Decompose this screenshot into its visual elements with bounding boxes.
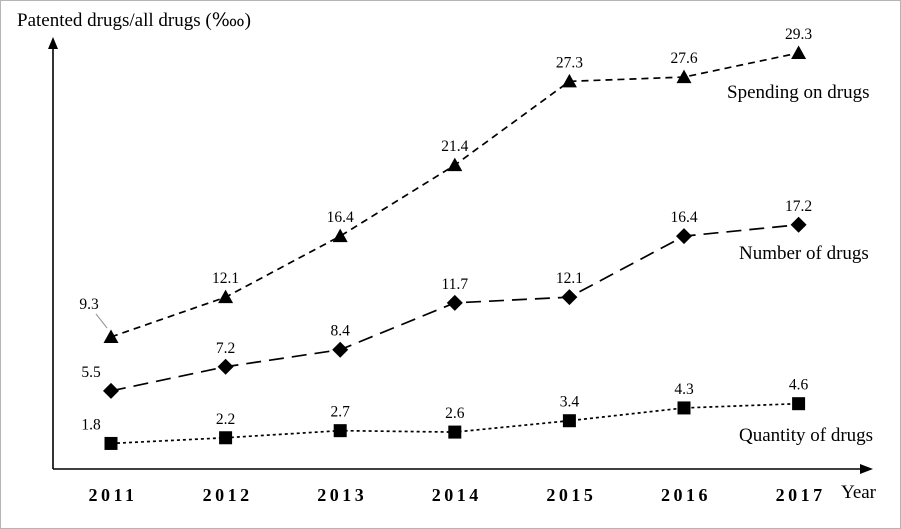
marker-square	[333, 424, 347, 438]
marker-triangle	[791, 45, 807, 59]
x-axis-title: Year	[841, 482, 877, 503]
x-tick-label: 2017	[776, 485, 826, 505]
x-tick-label: 2014	[432, 485, 482, 505]
marker-square	[792, 397, 806, 411]
marker-diamond	[103, 382, 119, 399]
marker-diamond	[332, 341, 349, 358]
series-label-number: Number of drugs	[739, 243, 869, 264]
value-label: 17.2	[785, 198, 812, 215]
marker-diamond	[561, 289, 578, 306]
value-label: 1.8	[81, 416, 101, 433]
marker-triangle	[103, 329, 119, 343]
value-label: 2.7	[331, 404, 351, 421]
value-label: 16.4	[327, 209, 354, 226]
value-label: 7.2	[216, 340, 235, 357]
value-label: 2.6	[445, 405, 465, 422]
series-label-quantity: Quantity of drugs	[739, 425, 874, 446]
marker-square	[677, 401, 691, 415]
series-label-spending: Spending on drugs	[727, 82, 870, 103]
value-label: 4.6	[789, 377, 809, 394]
value-label: 16.4	[670, 209, 697, 226]
marker-triangle	[676, 69, 692, 84]
marker-square	[104, 436, 118, 450]
value-label: 27.3	[556, 54, 583, 71]
x-tick-label: 2015	[546, 485, 596, 505]
series-line-0	[110, 52, 799, 338]
x-axis-arrow	[860, 464, 873, 474]
marker-triangle	[218, 289, 234, 304]
x-tick-label: 2012	[203, 485, 253, 505]
value-label: 3.4	[560, 394, 580, 411]
marker-diamond	[446, 294, 463, 311]
y-axis-title: Patented drugs/all drugs (‱)	[17, 10, 251, 31]
value-label: 27.6	[670, 50, 697, 67]
value-label: 11.7	[442, 276, 469, 293]
value-label: 12.1	[556, 270, 583, 287]
marker-triangle	[332, 228, 348, 243]
y-axis-arrow	[48, 37, 58, 49]
x-tick-label: 2013	[317, 485, 367, 505]
marker-triangle	[561, 73, 577, 88]
marker-diamond	[676, 228, 692, 245]
value-label: 9.3	[79, 296, 99, 313]
marker-square	[448, 425, 462, 439]
value-label: 21.4	[441, 138, 468, 155]
marker-diamond	[217, 358, 234, 375]
value-label: 12.1	[212, 270, 239, 287]
x-tick-label: 2016	[661, 485, 711, 505]
x-tick-label: 2011	[88, 485, 137, 505]
value-label: 5.5	[81, 364, 101, 381]
label-leader-line	[95, 313, 108, 329]
marker-square	[219, 431, 233, 445]
value-label: 29.3	[785, 26, 812, 43]
marker-square	[562, 414, 576, 428]
marker-diamond	[790, 216, 807, 233]
marker-triangle	[447, 157, 463, 172]
value-label: 8.4	[331, 323, 351, 340]
value-label: 2.2	[216, 411, 235, 428]
value-label: 4.3	[674, 381, 694, 398]
